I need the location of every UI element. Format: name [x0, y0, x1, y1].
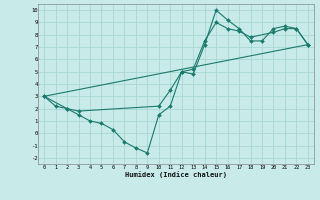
X-axis label: Humidex (Indice chaleur): Humidex (Indice chaleur) — [125, 171, 227, 178]
